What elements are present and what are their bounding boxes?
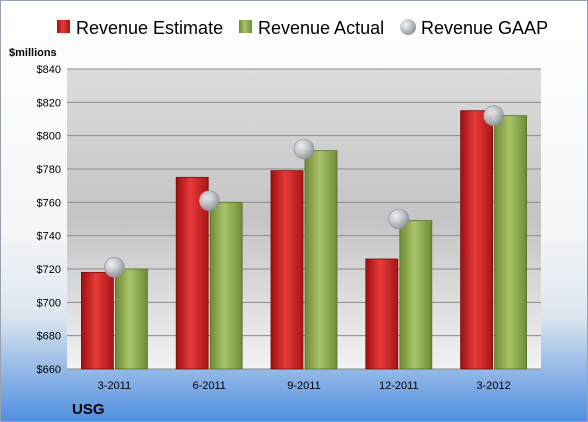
bar-revenue-estimate	[175, 176, 209, 370]
bar-revenue-actual	[304, 150, 338, 370]
bar-revenue-actual	[209, 201, 243, 370]
legend: Revenue Estimate Revenue Actual Revenue …	[57, 18, 548, 38]
gaap-markers	[104, 105, 504, 278]
legend-swatch-revenue-gaap	[400, 19, 416, 35]
legend-label-revenue-estimate: Revenue Estimate	[76, 18, 223, 38]
marker-revenue-gaap	[198, 190, 220, 211]
y-tick-label: $840	[37, 64, 61, 76]
bar-revenue-estimate	[460, 110, 494, 370]
x-tick-label: 3-2011	[98, 380, 131, 392]
y-tick-label: $660	[37, 364, 61, 376]
x-axis-ticks: 3-2011 6-2011 9-2011 12-2011 3-2012	[98, 380, 511, 392]
y-tick-label: $700	[37, 297, 61, 309]
bar-revenue-actual	[399, 220, 433, 370]
x-tick-label: 3-2012	[476, 380, 510, 392]
y-tick-label: $720	[37, 264, 61, 276]
marker-revenue-gaap	[104, 257, 125, 278]
y-axis-unit-label: $millions	[9, 47, 57, 59]
company-label: USG	[72, 401, 105, 418]
x-tick-label: 6-2011	[192, 380, 225, 392]
y-tick-label: $800	[37, 131, 61, 143]
legend-swatch-revenue-actual	[239, 20, 252, 33]
legend-label-revenue-gaap: Revenue GAAP	[421, 18, 548, 38]
legend-label-revenue-actual: Revenue Actual	[258, 18, 384, 38]
y-tick-label: $820	[37, 97, 61, 109]
bar-revenue-estimate	[270, 170, 304, 370]
x-tick-label: 12-2011	[379, 380, 419, 392]
y-tick-label: $740	[37, 231, 61, 243]
bar-revenue-actual	[115, 268, 148, 370]
bars	[81, 110, 528, 370]
y-tick-label: $680	[37, 331, 61, 343]
bar-revenue-estimate	[81, 271, 114, 370]
marker-revenue-gaap	[293, 138, 315, 160]
bar-revenue-actual	[494, 115, 528, 370]
y-tick-label: $780	[37, 164, 61, 176]
y-axis-ticks: $660 $680 $700 $720 $740 $760 $780 $800 $820 $840	[37, 64, 61, 376]
bar-revenue-estimate	[365, 258, 399, 370]
legend-swatch-revenue-estimate	[57, 20, 70, 33]
y-tick-label: $760	[37, 197, 61, 209]
x-tick-label: 9-2011	[287, 380, 320, 392]
marker-revenue-gaap	[388, 208, 410, 230]
marker-revenue-gaap	[483, 105, 504, 126]
